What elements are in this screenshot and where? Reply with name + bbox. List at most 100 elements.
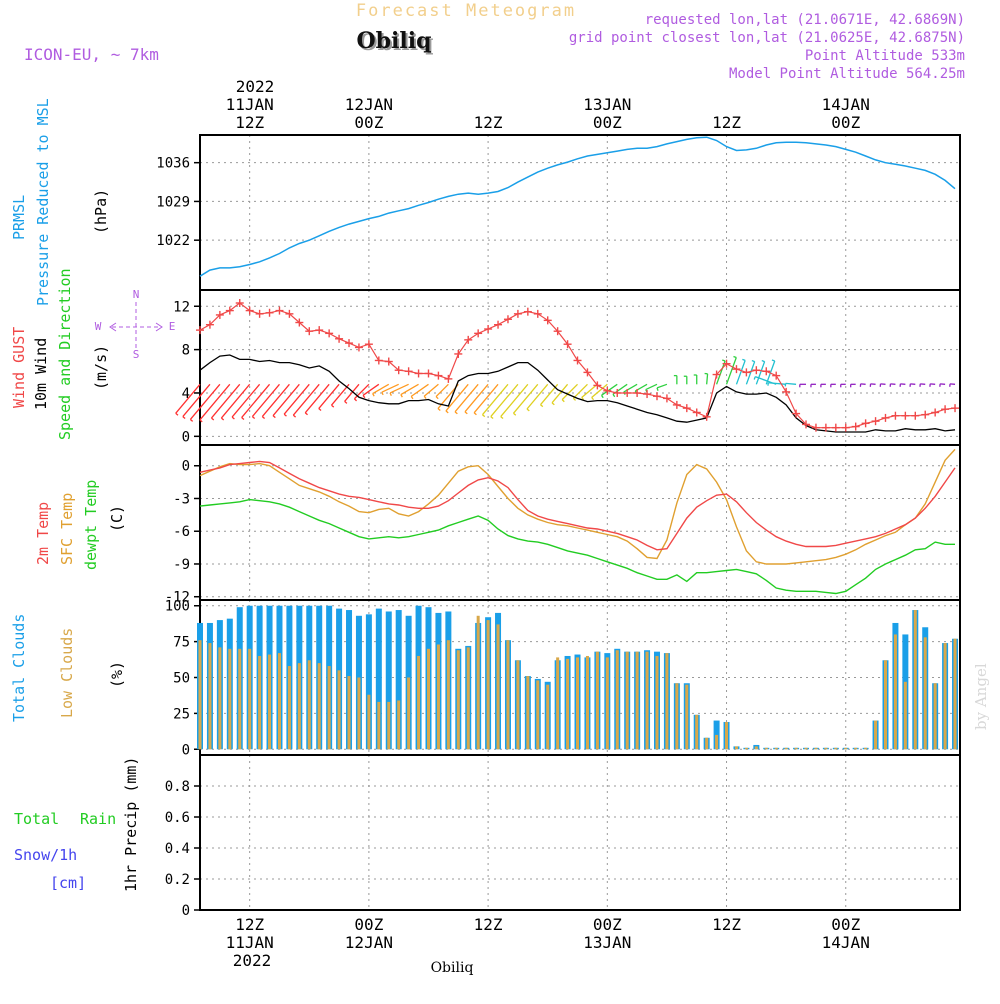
wind10m-label: 10m Wind [32, 338, 50, 410]
low-cloud-bar [516, 660, 519, 749]
total-clouds-label: Total Clouds [10, 614, 28, 722]
low-cloud-bar [675, 683, 678, 749]
low-cloud-bar [715, 735, 718, 749]
low-cloud-bar [665, 653, 668, 749]
bottom-tick-hour: 00Z [354, 915, 383, 934]
low-cloud-bar [904, 682, 907, 749]
compass-n: N [133, 288, 140, 301]
low-cloud-bar [367, 695, 370, 750]
y-tick-label: 1022 [156, 233, 190, 249]
top-tick-hour: 00Z [354, 113, 383, 132]
low-cloud-bar [457, 650, 460, 749]
y-tick-label: 0 [182, 429, 190, 445]
top-tick-day: 14JAN [822, 95, 870, 114]
y-tick-label: -6 [173, 524, 190, 540]
low-cloud-bar [506, 640, 509, 749]
low-cloud-bar [814, 748, 817, 749]
low-cloud-bar [357, 678, 360, 750]
low-cloud-bar [924, 637, 927, 749]
bottom-tick-day: 14JAN [822, 933, 870, 952]
y-tick-label: 8 [182, 343, 190, 359]
low-cloud-bar [467, 647, 470, 749]
low-cloud-bar [427, 649, 430, 749]
low-cloud-bar [636, 652, 639, 750]
low-cloud-bar [526, 676, 529, 749]
rain-label: Rain [80, 810, 116, 828]
low-clouds-label: Low Clouds [58, 628, 76, 718]
model-label: ICON-EU, ~ 7km [24, 45, 159, 64]
low-cloud-bar [834, 748, 837, 749]
low-cloud-bar [864, 748, 867, 749]
low-cloud-bar [208, 643, 211, 749]
low-cloud-bar [328, 666, 331, 749]
low-cloud-bar [884, 660, 887, 749]
speed-dir-label: Speed and Direction [56, 268, 74, 440]
low-cloud-bar [735, 746, 738, 749]
low-cloud-bar [447, 640, 450, 749]
low-cloud-bar [745, 748, 748, 749]
top-tick-hour: 00Z [831, 113, 860, 132]
y-tick-label: 0.4 [165, 841, 190, 857]
low-cloud-bar [606, 657, 609, 749]
y-tick-label: 0 [182, 459, 190, 475]
low-cloud-bar [437, 644, 440, 749]
bottom-tick-day: 13JAN [583, 933, 631, 952]
t2m-label: 2m Temp [34, 502, 52, 565]
low-cloud-bar [278, 653, 281, 749]
bottom-tick-day: 12JAN [345, 933, 393, 952]
compass-e: E [169, 320, 176, 333]
y-tick-label: 1036 [156, 156, 190, 172]
product-title: Forecast Meteogram [356, 1, 576, 21]
low-cloud-bar [655, 656, 658, 749]
low-cloud-bar [854, 748, 857, 749]
low-cloud-bar [616, 650, 619, 749]
low-cloud-bar [944, 643, 947, 749]
compass-w: W [95, 320, 102, 333]
low-cloud-bar [914, 610, 917, 749]
y-tick-label: -9 [173, 557, 190, 573]
year-bottom: 2022 [233, 951, 272, 970]
top-tick-hour: 12Z [474, 113, 503, 132]
pressure-msl-label: Pressure Reduced to MSL [34, 98, 52, 306]
hpa-label: (hPa) [92, 189, 110, 234]
low-cloud-bar [765, 748, 768, 749]
low-cloud-bar [397, 700, 400, 749]
low-cloud-bar [844, 748, 847, 749]
low-cloud-bar [626, 652, 629, 750]
bottom-tick-day: 11JAN [226, 933, 274, 952]
cm-label: [cm] [50, 874, 86, 892]
total-label: Total [14, 810, 59, 828]
c-label: (C) [108, 505, 126, 532]
wind-barb-shaft [786, 383, 796, 384]
low-cloud-bar [934, 683, 937, 749]
low-cloud-bar [874, 721, 877, 750]
low-cloud-bar [795, 748, 798, 749]
ms-label: (m/s) [92, 345, 110, 390]
gust-label: Wind GUST [10, 327, 28, 408]
compass-s: S [133, 348, 140, 361]
low-cloud-bar [566, 659, 569, 749]
requested-point: requested lon,lat (21.0671E, 42.6869N) [645, 12, 965, 28]
low-cloud-bar [894, 634, 897, 749]
top-tick-day: 12JAN [345, 95, 393, 114]
low-cloud-bar [576, 657, 579, 749]
watermark: by Angel [972, 663, 990, 730]
footer-station: Obiliq [431, 960, 474, 976]
dewpt-label: dewpt Temp [82, 480, 100, 570]
y-tick-label: -3 [173, 491, 190, 507]
top-tick-hour: 00Z [593, 113, 622, 132]
y-tick-label: 50 [173, 671, 190, 687]
y-tick-label: 0.6 [165, 810, 190, 826]
low-cloud-bar [228, 649, 231, 749]
y-tick-label: 0.2 [165, 872, 190, 888]
low-cloud-bar [407, 678, 410, 750]
top-tick-day: 13JAN [583, 95, 631, 114]
low-cloud-bar [298, 663, 301, 749]
low-cloud-bar [954, 639, 957, 750]
bottom-tick-hour: 12Z [712, 915, 741, 934]
y-tick-label: 0 [182, 903, 190, 919]
tsfc-label: SFC Temp [58, 493, 76, 565]
low-cloud-bar [199, 640, 202, 749]
